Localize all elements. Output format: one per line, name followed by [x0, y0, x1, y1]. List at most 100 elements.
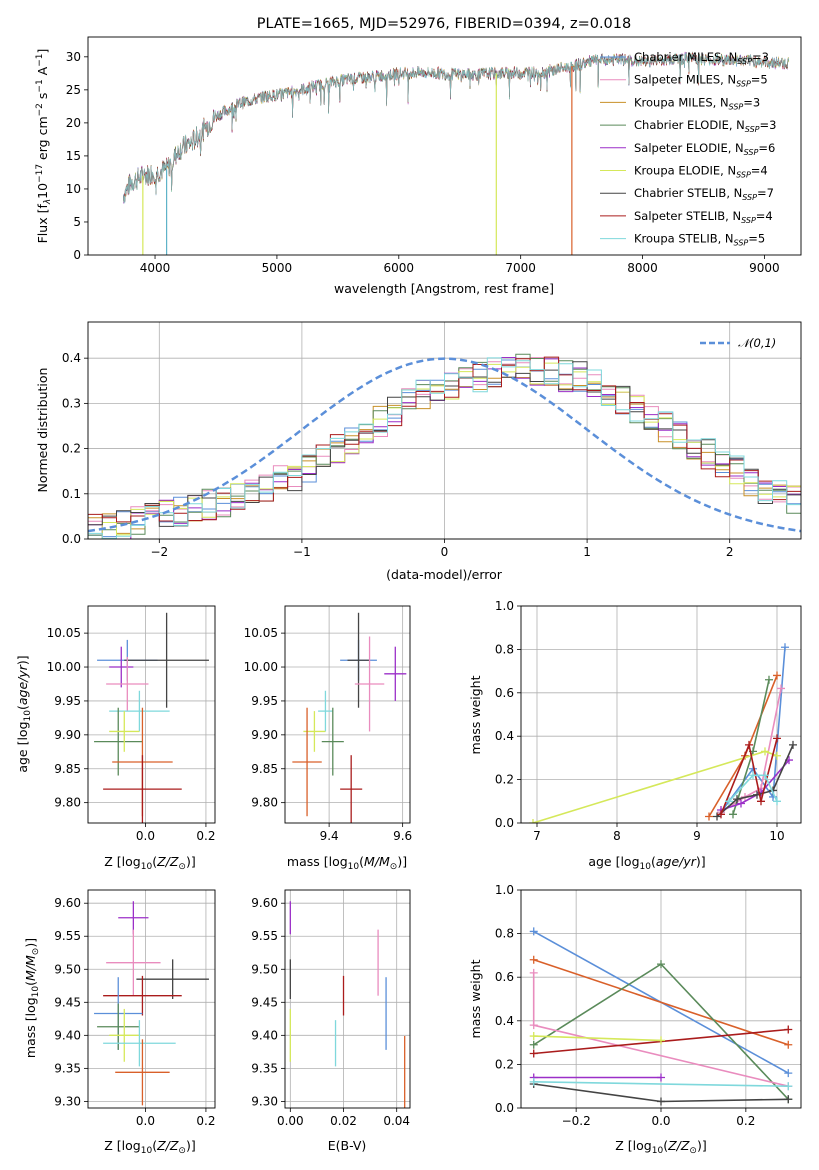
age-z-ytick-label-1: 9.85: [54, 762, 81, 776]
weight-age-marker-7-3: [773, 734, 781, 743]
weight-age-series-0: [720, 647, 786, 813]
mass-ebv-xtick-label-2: 0.04: [383, 1114, 410, 1128]
legend-label-3: Chabrier ELODIE, NSSP=3: [634, 118, 776, 134]
spectrum-xtick-label-4: 8000: [627, 261, 658, 275]
weight-z-marker-7-2: [784, 1095, 793, 1104]
weight-age-marker-6-4: [789, 740, 797, 749]
age-mass-ytick-label-4: 10.00: [244, 660, 278, 674]
weight-age-ytick-label-2: 0.4: [495, 729, 514, 743]
weight-age-marker-6-1: [733, 795, 741, 804]
weight-z-series-5: [533, 1035, 662, 1042]
mass-z-ytick-label-5: 9.55: [54, 929, 81, 943]
weight-age-xtick-label-1: 8: [613, 829, 621, 843]
weight-age-xlabel: age [log10(age/yr)]: [588, 854, 705, 872]
legend-label-2: Kroupa MILES, NSSP=3: [634, 95, 760, 111]
weight-age-marker-3-2: [765, 675, 773, 684]
age-z-ytick-label-0: 9.80: [54, 796, 81, 810]
age-mass-ytick-label-2: 9.90: [251, 728, 278, 742]
weight-z-marker-0-0: [529, 927, 538, 936]
residual-panel: −2 −1 0 1 2 0.0 0.1 0.2 0.3 0.4 (data-model)/erro…: [35, 321, 802, 582]
spectrum-ytick-label-0: 0: [73, 248, 81, 262]
spectrum-panel: PLATE=1665, MJD=52976, FIBERID=0394, z=0…: [35, 16, 802, 296]
spectrum-frame: [87, 36, 802, 256]
weight-z-plot: −0.2 0.0 0.2 0.0 0.2 0.4 0.6 0.8 1.0: [495, 883, 802, 1128]
residual-frame: [87, 321, 802, 540]
spectrum-data: [123, 51, 790, 255]
mass-ebv-xtick-label-1: 0.02: [330, 1114, 357, 1128]
age-z-xtick-label-0: 0.0: [136, 829, 155, 843]
mass-z-ytick-label-4: 9.50: [54, 962, 81, 976]
spectrum-ytick-label-1: 5: [73, 215, 81, 229]
mass-ebv-ytick-label-2: 9.40: [251, 1028, 278, 1042]
age-mass-xtick-label-0: 9.4: [320, 829, 339, 843]
mass-z-data: [94, 901, 209, 1106]
spectrum-xtick-label-1: 5000: [262, 261, 293, 275]
weight-age-marker-4-1: [737, 799, 745, 808]
weight-age-marker-8-1: [749, 771, 757, 780]
weight-z-marker-1-1: [784, 1040, 793, 1049]
residual-data: [88, 353, 801, 539]
residual-xtick-label-2: 0: [441, 545, 449, 559]
residual-ytick-label-1: 0.1: [62, 487, 81, 501]
age-mass-xlabel: mass [log10(M/M⊙)]: [287, 854, 407, 872]
weight-z-marker-7-1: [657, 1097, 665, 1106]
normal-curve: [88, 357, 801, 533]
weight-age-series-7: [720, 738, 778, 815]
age-mass-ytick-label-1: 9.85: [251, 762, 278, 776]
age-z-xlabel: Z [log10(Z/Z⊙)]: [104, 854, 195, 872]
weight-age-marker-5-0: [529, 819, 537, 823]
spectrum-xtick-label-0: 4000: [140, 261, 171, 275]
weight-age-marker-0-3: [781, 643, 789, 652]
age-mass-xtick-label-1: 9.6: [393, 829, 412, 843]
mass-z-xtick-label-0: 0.0: [136, 1114, 155, 1128]
mass-z-ytick-label-3: 9.45: [54, 995, 81, 1009]
mass-ebv-data: [289, 901, 406, 1108]
age-z-ytick-label-4: 10.00: [47, 660, 81, 674]
spectrum-xlabel: wavelength [Angstrom, rest frame]: [334, 281, 554, 296]
mass-ebv-xlabel: E(B-V): [328, 1138, 367, 1153]
residual-plot: −2 −1 0 1 2 0.0 0.1 0.2 0.3 0.4: [62, 321, 802, 559]
spectrum-xtick-label-3: 7000: [505, 261, 536, 275]
mass-ebv-ytick-label-3: 9.45: [251, 995, 278, 1009]
mass-z-ytick-label-2: 9.40: [54, 1028, 81, 1042]
mass-ebv-ytick-label-1: 9.35: [251, 1061, 278, 1075]
mass-z-ytick-label-6: 9.60: [54, 896, 81, 910]
weight-z-xtick-label-0: −0.2: [562, 1114, 591, 1128]
weight-age-ytick-label-3: 0.6: [495, 686, 514, 700]
legend-label-5: Kroupa ELODIE, NSSP=4: [634, 164, 768, 180]
weight-age-plot: 7 8 9 10 0.0 0.2 0.4 0.6 0.8 1.0: [495, 599, 802, 843]
weight-z-marker-0-1: [784, 1069, 793, 1078]
mass-z-xlabel: Z [log10(Z/Z⊙)]: [104, 1138, 195, 1156]
mass-ebv-xtick-label-0: 0.00: [277, 1114, 304, 1128]
age-z-frame: [87, 605, 216, 824]
weight-z-marker-8-0: [529, 1077, 538, 1086]
weight-age-series-6: [716, 744, 794, 818]
mass-ebv-frame: [284, 889, 411, 1109]
spectrum-ytick-label-2: 10: [66, 182, 81, 196]
weight-age-marker-1-0: [705, 812, 713, 821]
weight-z-marker-5-0: [529, 1032, 538, 1041]
weight-age-marker-1-2: [773, 671, 781, 680]
mass-z-frame: [87, 889, 216, 1109]
age-z-ylabel: age [log10(age/yr)]: [15, 655, 33, 772]
weight-age-marker-7-0: [717, 810, 725, 819]
residual-hist-8: [88, 357, 801, 539]
weight-z-xtick-label-1: 0.0: [651, 1114, 670, 1128]
spectrum-xtick-label-2: 6000: [384, 261, 415, 275]
weight-age-marker-2-3: [777, 684, 785, 693]
legend-label-7: Salpeter STELIB, NSSP=4: [634, 209, 773, 225]
age-z-ytick-label-2: 9.90: [54, 728, 81, 742]
weight-z-ytick-label-2: 0.4: [495, 1014, 514, 1028]
spectrum-plot: 4000 5000 6000 7000 8000 9000 0 5 10 15 20 25 30: [66, 36, 802, 275]
age-z-ytick-label-3: 9.95: [54, 694, 81, 708]
age-mass-ytick-label-3: 9.95: [251, 694, 278, 708]
weight-z-marker-3-0: [529, 968, 538, 977]
weight-z-ytick-label-3: 0.6: [495, 970, 514, 984]
weight-z-series-1: [533, 959, 789, 1046]
residual-ylabel: Normed distribution: [35, 368, 50, 493]
residual-ytick-label-3: 0.3: [62, 396, 81, 410]
age-z-data: [94, 612, 209, 823]
weight-age-xtick-label-2: 9: [693, 829, 701, 843]
mass-z-ylabel: mass [log10(M/M⊙)]: [23, 938, 41, 1058]
spectrum-title: PLATE=1665, MJD=52976, FIBERID=0394, z=0…: [257, 16, 631, 32]
